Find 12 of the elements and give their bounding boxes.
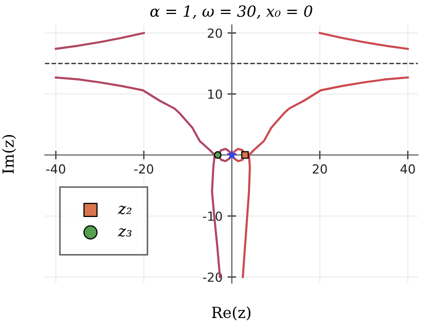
y-tick-label: 20 bbox=[208, 28, 222, 38]
legend-label: z₃ bbox=[118, 228, 132, 237]
x-tick-label: -40 bbox=[46, 164, 66, 174]
y-tick-label: 10 bbox=[208, 89, 222, 99]
y-tick-label: -20 bbox=[202, 272, 222, 282]
x-tick-label: 40 bbox=[400, 164, 415, 174]
y-axis-title: Im(z) bbox=[2, 135, 16, 174]
chart-title: α = 1, ω = 30, x₀ = 0 bbox=[150, 5, 312, 19]
x-tick-label: -20 bbox=[134, 164, 154, 174]
x-axis-title: Re(z) bbox=[212, 306, 250, 320]
x-tick-label: 20 bbox=[312, 164, 327, 174]
legend-label: z₂ bbox=[118, 206, 132, 214]
